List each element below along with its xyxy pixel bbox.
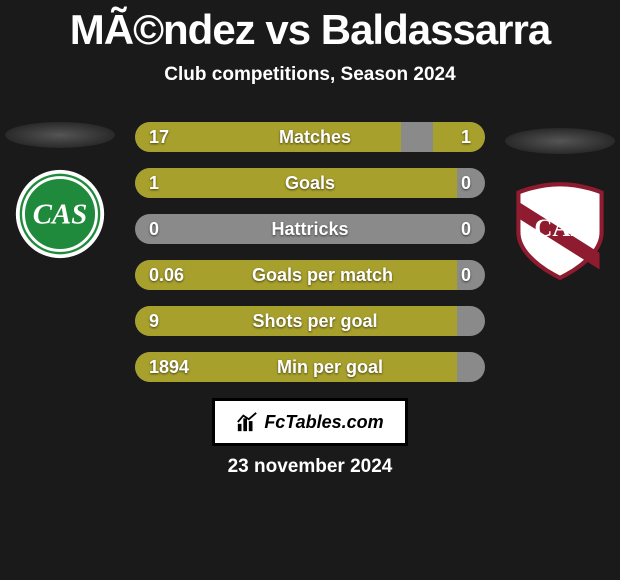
crest-left-icon: CAS — [12, 166, 108, 262]
page-title: MÃ©ndez vs Baldassarra — [0, 0, 620, 54]
stat-row: 0.06Goals per match0 — [135, 260, 485, 290]
crest-right-icon: CAP — [508, 178, 612, 282]
stat-label: Min per goal — [189, 357, 471, 378]
brand-text: FcTables.com — [264, 412, 383, 433]
player-left-side: CAS — [0, 118, 120, 262]
stat-label: Goals — [159, 173, 461, 194]
stat-row: 0Hattricks0 — [135, 214, 485, 244]
stat-value-right: 1 — [461, 127, 485, 148]
player-right-side: CAP — [500, 118, 620, 282]
chart-icon — [236, 411, 258, 433]
stat-value-right: 0 — [461, 173, 485, 194]
stat-row: 17Matches1 — [135, 122, 485, 152]
stat-bars: 17Matches11Goals00Hattricks00.06Goals pe… — [135, 122, 485, 398]
stat-value-left: 1 — [135, 173, 159, 194]
page-date: 23 november 2024 — [0, 456, 620, 478]
shadow-ellipse-left — [5, 122, 115, 148]
stat-label: Hattricks — [159, 219, 461, 240]
stat-label: Matches — [169, 127, 461, 148]
stat-value-left: 0.06 — [135, 265, 184, 286]
stat-label: Shots per goal — [159, 311, 471, 332]
brand-card[interactable]: FcTables.com — [212, 398, 408, 446]
shadow-ellipse-right — [505, 128, 615, 154]
stat-value-right: 0 — [461, 219, 485, 240]
stat-value-right: 0 — [461, 265, 485, 286]
stat-value-left: 1894 — [135, 357, 189, 378]
stat-value-left: 9 — [135, 311, 159, 332]
svg-text:CAP: CAP — [534, 215, 585, 242]
stat-row: 1894Min per goal — [135, 352, 485, 382]
stat-row: 1Goals0 — [135, 168, 485, 198]
page-subtitle: Club competitions, Season 2024 — [0, 64, 620, 86]
stat-row: 9Shots per goal — [135, 306, 485, 336]
stat-value-left: 17 — [135, 127, 169, 148]
stat-value-left: 0 — [135, 219, 159, 240]
stat-label: Goals per match — [184, 265, 461, 286]
svg-text:CAS: CAS — [33, 199, 87, 231]
